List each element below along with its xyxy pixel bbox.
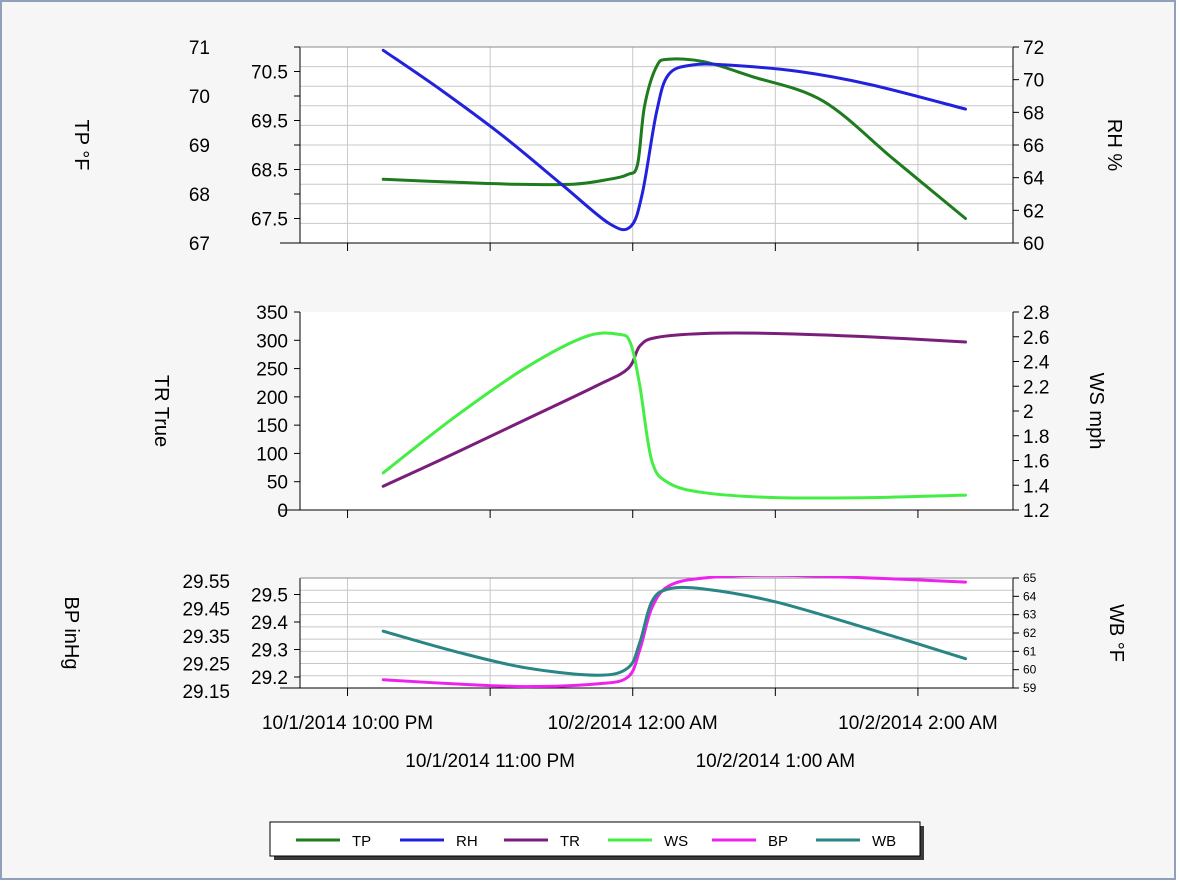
right-tick-label: 60 xyxy=(1023,663,1037,677)
right-tick-label: 1.6 xyxy=(1023,452,1049,473)
series-line-ws xyxy=(381,331,967,500)
left-axis-title: TR True xyxy=(150,375,172,447)
legend: TP RH TR WS BP WB xyxy=(269,821,924,860)
x-tick-label: 10/2/2014 12:00 AM xyxy=(548,713,718,734)
series-line-rh xyxy=(381,48,967,232)
left-axis-title: BP inHg xyxy=(60,596,82,669)
plot-area-2 xyxy=(300,312,1013,510)
left-tick-label-outer: 29.55 xyxy=(182,572,230,593)
right-tick-label: 65 xyxy=(1023,571,1037,585)
left-tick-label: 250 xyxy=(256,360,288,381)
left-tick-label: 67.5 xyxy=(251,210,288,231)
right-tick-label: 64 xyxy=(1023,169,1045,190)
series-line-wb xyxy=(381,585,967,677)
left-tick-label: 50 xyxy=(267,473,288,494)
right-tick-label: 70 xyxy=(1023,71,1044,92)
right-tick-label: 66 xyxy=(1023,136,1044,157)
left-tick-label: 70 xyxy=(189,87,210,108)
left-tick-label-outer: 29.45 xyxy=(182,599,230,620)
right-tick-label: 72 xyxy=(1023,38,1044,59)
legend-label-wb: WB xyxy=(872,833,896,850)
right-tick-label: 62 xyxy=(1023,626,1037,640)
left-tick-label-outer: 29.25 xyxy=(182,654,230,675)
left-tick-label: 300 xyxy=(256,331,288,352)
left-tick-label: 150 xyxy=(256,416,288,437)
x-tick-label: 10/2/2014 2:00 AM xyxy=(838,713,998,734)
x-tick-label: 10/1/2014 10:00 PM xyxy=(262,713,433,734)
right-tick-label: 2.6 xyxy=(1023,328,1049,349)
series-line-tr xyxy=(381,331,967,488)
legend-label-tp: TP xyxy=(352,833,371,850)
right-tick-label: 2.8 xyxy=(1023,303,1049,324)
left-tick-label: 71 xyxy=(189,38,210,59)
legend-box xyxy=(269,821,921,857)
left-tick-label: 29.2 xyxy=(251,668,288,689)
legend-label-bp: BP xyxy=(768,833,788,850)
left-axis-title: TP °F xyxy=(70,120,92,171)
left-tick-label: 70.5 xyxy=(251,63,288,84)
right-tick-label: 2 xyxy=(1023,402,1034,423)
right-axis-title: WB °F xyxy=(1105,604,1127,662)
right-tick-label: 2.4 xyxy=(1023,353,1050,374)
right-tick-label: 1.8 xyxy=(1023,427,1049,448)
legend-label-tr: TR xyxy=(560,833,580,850)
right-axis-title: WS mph xyxy=(1085,373,1107,450)
left-tick-label-outer: 29.15 xyxy=(182,682,230,703)
series-line-tp xyxy=(381,57,967,220)
left-tick-label: 68 xyxy=(189,185,210,206)
right-axis-title: RH % xyxy=(1103,119,1125,171)
left-tick-label: 100 xyxy=(256,444,288,465)
left-tick-label-outer: 29.35 xyxy=(182,627,230,648)
series-line-bp xyxy=(381,576,967,689)
left-tick-label: 67 xyxy=(189,234,210,255)
right-tick-label: 1.4 xyxy=(1023,476,1050,497)
legend-label-rh: RH xyxy=(456,833,478,850)
right-tick-label: 64 xyxy=(1023,589,1037,603)
right-tick-label: 2.2 xyxy=(1023,377,1049,398)
legend-label-ws: WS xyxy=(664,833,688,850)
gridlines-3 xyxy=(300,578,1013,688)
left-tick-label: 29.5 xyxy=(251,586,288,607)
x-tick-label: 10/2/2014 1:00 AM xyxy=(696,751,856,772)
left-tick-label: 29.3 xyxy=(251,641,288,662)
left-tick-label: 69.5 xyxy=(251,112,288,133)
x-tick-label: 10/1/2014 11:00 PM xyxy=(405,751,575,772)
left-tick-label: 200 xyxy=(256,388,288,409)
left-tick-label: 68.5 xyxy=(251,161,288,182)
right-tick-label: 61 xyxy=(1023,644,1037,658)
right-tick-label: 60 xyxy=(1023,234,1044,255)
right-tick-label: 68 xyxy=(1023,103,1044,124)
left-tick-label: 29.4 xyxy=(251,613,288,634)
right-tick-label: 62 xyxy=(1023,201,1044,222)
right-tick-label: 63 xyxy=(1023,608,1037,622)
left-tick-label: 350 xyxy=(256,303,288,324)
left-tick-label: 0 xyxy=(277,501,288,522)
left-tick-label: 69 xyxy=(189,136,210,157)
right-tick-label: 1.2 xyxy=(1023,501,1049,522)
right-tick-label: 59 xyxy=(1023,681,1037,695)
